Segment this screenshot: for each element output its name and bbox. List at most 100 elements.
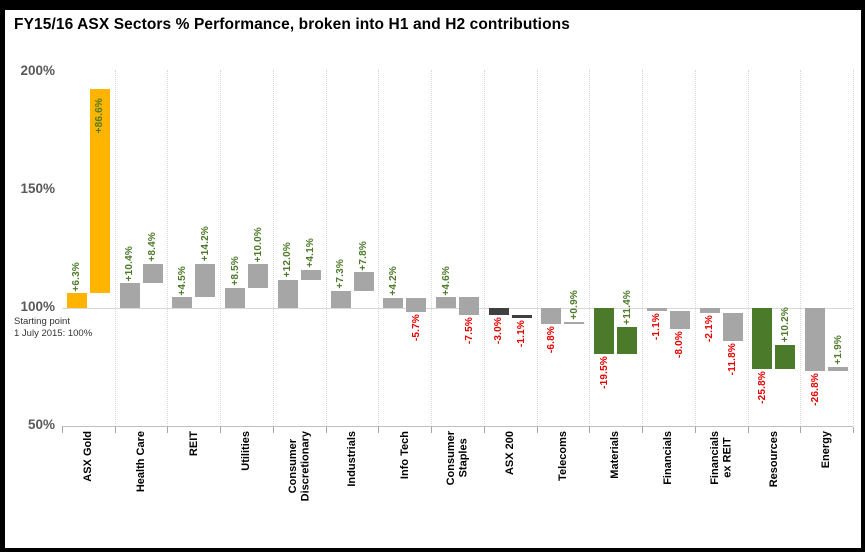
vertical-gridline	[431, 70, 433, 426]
value-label-text: +4.5%	[176, 265, 188, 296]
bar-h1-resources	[752, 308, 773, 369]
x-axis-tick	[747, 427, 749, 433]
value-label-h1-health-care: +10.4%	[120, 246, 140, 281]
x-axis-tick	[325, 427, 327, 433]
value-label-text: +10.2%	[779, 307, 791, 343]
value-label-h2-industrials: +7.8%	[354, 241, 374, 271]
category-label-energy: Energy	[800, 431, 853, 468]
value-label-text: -7.5%	[463, 316, 475, 344]
vertical-gridline	[167, 70, 169, 426]
annotation-line-1: Starting point	[14, 316, 70, 327]
category-label-asx-gold: ASX Gold	[62, 431, 115, 482]
value-label-h1-resources: -25.8%	[752, 371, 772, 404]
y-axis-tick-150: 150%	[20, 181, 55, 196]
value-label-text: -1.1%	[516, 319, 528, 347]
value-label-text: -19.5%	[598, 356, 610, 389]
category-label-text: Consumer Discretionary	[286, 431, 312, 502]
category-label-financials: Financials	[642, 431, 695, 485]
value-label-text: -8.0%	[674, 331, 686, 359]
bar-h2-materials	[617, 327, 638, 354]
vertical-gridline	[800, 70, 802, 426]
value-label-text: +0.9%	[568, 290, 580, 320]
x-axis-tick	[642, 427, 644, 433]
value-label-text: +7.3%	[335, 259, 347, 289]
chart-canvas: FY15/16 ASX Sectors % Performance, broke…	[5, 10, 861, 548]
bar-h2-resources	[775, 344, 796, 369]
vertical-gridline	[220, 70, 222, 426]
vertical-gridline	[747, 70, 749, 426]
starting-point-annotation: Starting point 1 July 2015: 100%	[14, 316, 92, 339]
bar-h1-materials	[594, 308, 615, 355]
category-label-text: Consumer Staples	[444, 431, 470, 486]
x-axis-tick	[483, 427, 485, 433]
vertical-gridline	[483, 70, 485, 426]
value-label-h2-consumer-staples: -7.5%	[459, 317, 479, 344]
bar-h1-health-care	[119, 283, 140, 308]
bar-h1-industrials	[330, 290, 351, 308]
x-axis-tick	[694, 427, 696, 433]
x-axis-tick	[62, 427, 63, 433]
value-label-h2-asx-200: -1.1%	[512, 320, 532, 347]
category-label-text: Telecoms	[556, 431, 569, 481]
x-axis-tick	[114, 427, 116, 433]
category-label-asx-200: ASX 200	[484, 431, 537, 475]
category-label-text: ASX Gold	[82, 431, 95, 482]
baseline-100-gridline	[62, 308, 853, 309]
bar-h2-consumer-staples	[459, 297, 479, 315]
y-axis-tick-100: 100%	[20, 299, 55, 314]
value-label-text: +4.2%	[387, 266, 399, 297]
category-label-text: Resources	[767, 431, 780, 488]
value-label-text: +4.6%	[440, 265, 452, 296]
category-label-resources: Resources	[748, 431, 801, 487]
vertical-gridline	[853, 70, 854, 426]
category-label-utilities: Utilities	[220, 431, 273, 471]
bar-h1-asx-gold	[66, 293, 87, 308]
category-label-text: Info Tech	[398, 431, 411, 480]
value-label-h2-resources: +10.2%	[775, 307, 795, 342]
vertical-gridline	[694, 70, 696, 426]
y-axis-tick-50: 50%	[27, 417, 55, 432]
annotation-line-2: 1 July 2015: 100%	[14, 327, 93, 339]
category-label-consumer-discretionary: Consumer Discretionary	[273, 431, 326, 501]
x-axis-tick	[589, 427, 591, 433]
value-label-h1-asx-200: -3.0%	[489, 317, 509, 344]
vertical-gridline	[642, 70, 644, 426]
category-label-text: Financials	[662, 431, 675, 485]
value-label-h1-info-tech: +4.2%	[383, 266, 403, 296]
value-label-text: +14.2%	[199, 226, 211, 262]
bar-h2-info-tech	[406, 298, 427, 312]
category-label-info-tech: Info Tech	[378, 431, 431, 479]
bar-h1-telecoms	[541, 308, 562, 325]
x-axis-tick	[431, 427, 433, 433]
category-label-text: ASX 200	[503, 431, 516, 476]
value-label-text: +10.4%	[124, 246, 136, 282]
bar-h2-energy	[828, 366, 849, 372]
y-axis-tick-200: 200%	[20, 63, 55, 78]
value-label-text: -2.1%	[704, 314, 716, 343]
vertical-gridline	[589, 70, 591, 426]
bar-h2-consumer-discretionary	[300, 270, 321, 280]
value-label-h1-industrials: +7.3%	[331, 259, 351, 289]
value-label-h2-health-care: +8.4%	[143, 232, 163, 262]
value-label-h1-materials: -19.5%	[594, 356, 614, 389]
value-label-text: +11.4%	[621, 290, 633, 326]
bar-h2-asx-200	[511, 315, 532, 318]
bar-h2-financials	[669, 310, 690, 330]
x-axis-tick	[536, 427, 538, 433]
value-label-text: +8.4%	[147, 232, 159, 262]
bar-h1-asx-200	[488, 308, 509, 316]
category-label-industrials: Industrials	[326, 431, 379, 487]
value-label-h2-financials: -8.0%	[670, 331, 690, 358]
category-label-reit: REIT	[167, 431, 220, 456]
category-label-health-care: Health Care	[115, 431, 168, 492]
category-label-text: Financials ex REIT	[708, 431, 734, 485]
value-label-h2-utilities: +10.0%	[248, 227, 268, 262]
value-label-text: -11.8%	[727, 342, 739, 376]
x-axis-tick	[167, 427, 169, 433]
value-label-text: -5.7%	[410, 313, 422, 341]
value-label-h2-telecoms: +0.9%	[564, 290, 584, 320]
bar-h2-asx-gold	[89, 88, 110, 294]
value-label-text: +6.3%	[71, 261, 83, 292]
category-label-text: Energy	[820, 431, 833, 469]
vertical-gridline	[378, 70, 380, 426]
